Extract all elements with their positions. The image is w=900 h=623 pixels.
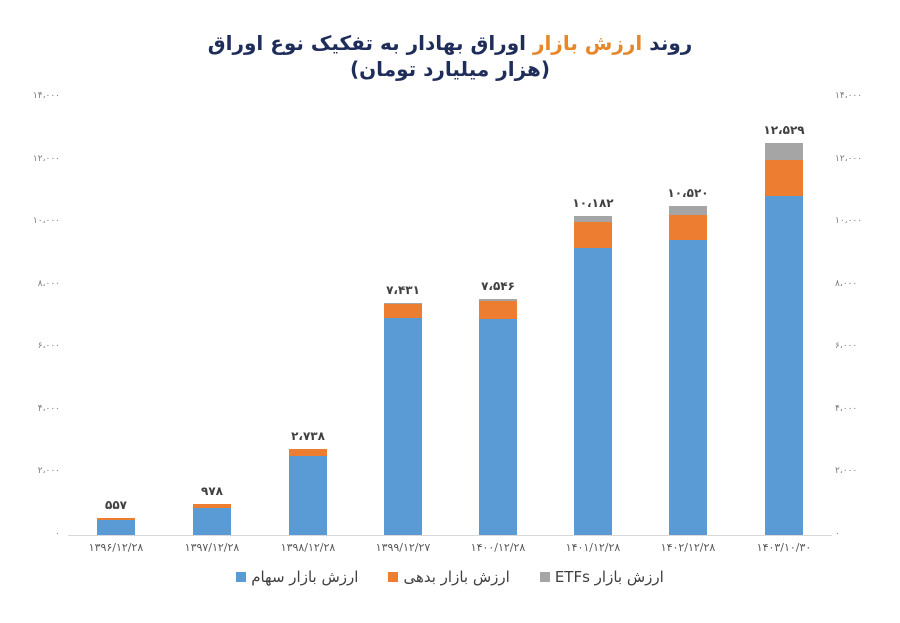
y-tick-label-left: ۱۰،۰۰۰ [32, 216, 60, 227]
y-tick-label-left: ۰ [55, 529, 60, 539]
legend-swatch-icon [539, 572, 550, 582]
data-label: ۱۰،۱۸۲ [572, 196, 614, 211]
data-label: ۷،۵۴۶ [481, 278, 515, 293]
bar-segment-stocks [193, 507, 231, 535]
bar-segment-debt [669, 215, 707, 241]
title-suffix: اوراق بهادار به تفکیک نوع اوراق [207, 31, 533, 55]
legend-label: ارزش بازار بدهی [403, 568, 510, 586]
legend-item: ارزش بازار ETFs [539, 568, 664, 586]
y-tick-label-left: ۶،۰۰۰ [37, 341, 60, 352]
data-label: ۲،۷۳۸ [291, 429, 325, 444]
data-label: ۱۲،۵۲۹ [763, 123, 805, 138]
bar-segment-debt [289, 449, 327, 456]
bar-segment-stocks [384, 317, 422, 535]
x-tick-label: ۱۴۰۲/۱۲/۲۸ [660, 541, 716, 554]
data-label: ۹۷۸ [201, 484, 223, 499]
y-tick-label-right: ۲،۰۰۰ [835, 466, 858, 477]
legend-item: ارزش بازار بدهی [388, 568, 510, 586]
bar-segment-etfs [669, 205, 707, 216]
y-tick-label-right: ۰ [835, 529, 840, 539]
bar-segment-stocks [574, 248, 612, 535]
y-tick-label-right: ۴،۰۰۰ [835, 403, 858, 414]
x-tick-label: ۱۳۹۸/۱۲/۲۸ [280, 541, 336, 554]
bar-segment-stocks [97, 519, 135, 535]
x-tick-label: ۱۳۹۹/۱۲/۲۷ [375, 541, 431, 554]
data-label: ۷،۴۳۱ [386, 282, 420, 297]
y-tick-label-left: ۱۲،۰۰۰ [32, 153, 60, 164]
bar-segment-etfs [765, 143, 803, 161]
bar-segment-debt [574, 222, 612, 249]
bar-segment-debt [765, 160, 803, 197]
legend-swatch-icon [236, 572, 247, 582]
legend-swatch-icon [388, 572, 399, 582]
bar-segment-etfs [384, 302, 422, 305]
legend: ارزش بازار ETFs ارزش بازار بدهی ارزش بازار… [0, 568, 900, 586]
chart-title: روند ارزش بازار اوراق بهادار به تفکیک نو… [0, 30, 900, 82]
y-tick-label-left: ۸،۰۰۰ [37, 278, 60, 289]
chart-subtitle: (هزار میلیارد تومان) [349, 57, 551, 81]
y-tick-label-right: ۱۲،۰۰۰ [835, 153, 863, 164]
y-tick-label-left: ۴،۰۰۰ [37, 403, 60, 414]
bar-segment-debt [97, 517, 135, 520]
bar-segment-debt [193, 504, 231, 508]
x-tick-label: ۱۴۰۱/۱۲/۲۸ [565, 541, 621, 554]
y-tick-label-right: ۱۴،۰۰۰ [835, 91, 863, 101]
legend-label: ارزش بازار سهام [251, 568, 359, 586]
x-tick-label: ۱۳۹۶/۱۲/۲۸ [88, 541, 144, 554]
x-axis-line [68, 535, 832, 536]
x-tick-label: ۱۴۰۰/۱۲/۲۸ [470, 541, 526, 554]
data-label: ۱۰،۵۲۰ [667, 185, 709, 200]
legend-label: ارزش بازار ETFs [554, 568, 664, 586]
legend-item: ارزش بازار سهام [236, 568, 358, 586]
bar-segment-etfs [479, 298, 517, 302]
x-tick-label: ۱۳۹۷/۱۲/۲۸ [184, 541, 240, 554]
y-tick-label-right: ۱۰،۰۰۰ [835, 216, 863, 227]
bar-segment-stocks [289, 455, 327, 535]
y-tick-label-left: ۲،۰۰۰ [37, 466, 60, 477]
chart-title-line1: روند ارزش بازار اوراق بهادار به تفکیک نو… [0, 30, 900, 56]
bar-segment-debt [384, 304, 422, 318]
y-tick-label-right: ۸،۰۰۰ [835, 278, 858, 289]
bar-segment-stocks [669, 240, 707, 535]
y-tick-label-left: ۱۴،۰۰۰ [32, 91, 60, 101]
title-highlight: ارزش بازار [532, 31, 643, 55]
bar-segment-debt [479, 301, 517, 320]
data-label: ۵۵۷ [105, 497, 127, 512]
x-tick-label: ۱۴۰۳/۱۰/۳۰ [756, 541, 812, 554]
bar-segment-stocks [479, 319, 517, 535]
bar-segment-stocks [765, 196, 803, 535]
y-tick-label-right: ۶،۰۰۰ [835, 341, 858, 352]
title-prefix: روند [642, 31, 693, 55]
bar-segment-etfs [574, 216, 612, 223]
